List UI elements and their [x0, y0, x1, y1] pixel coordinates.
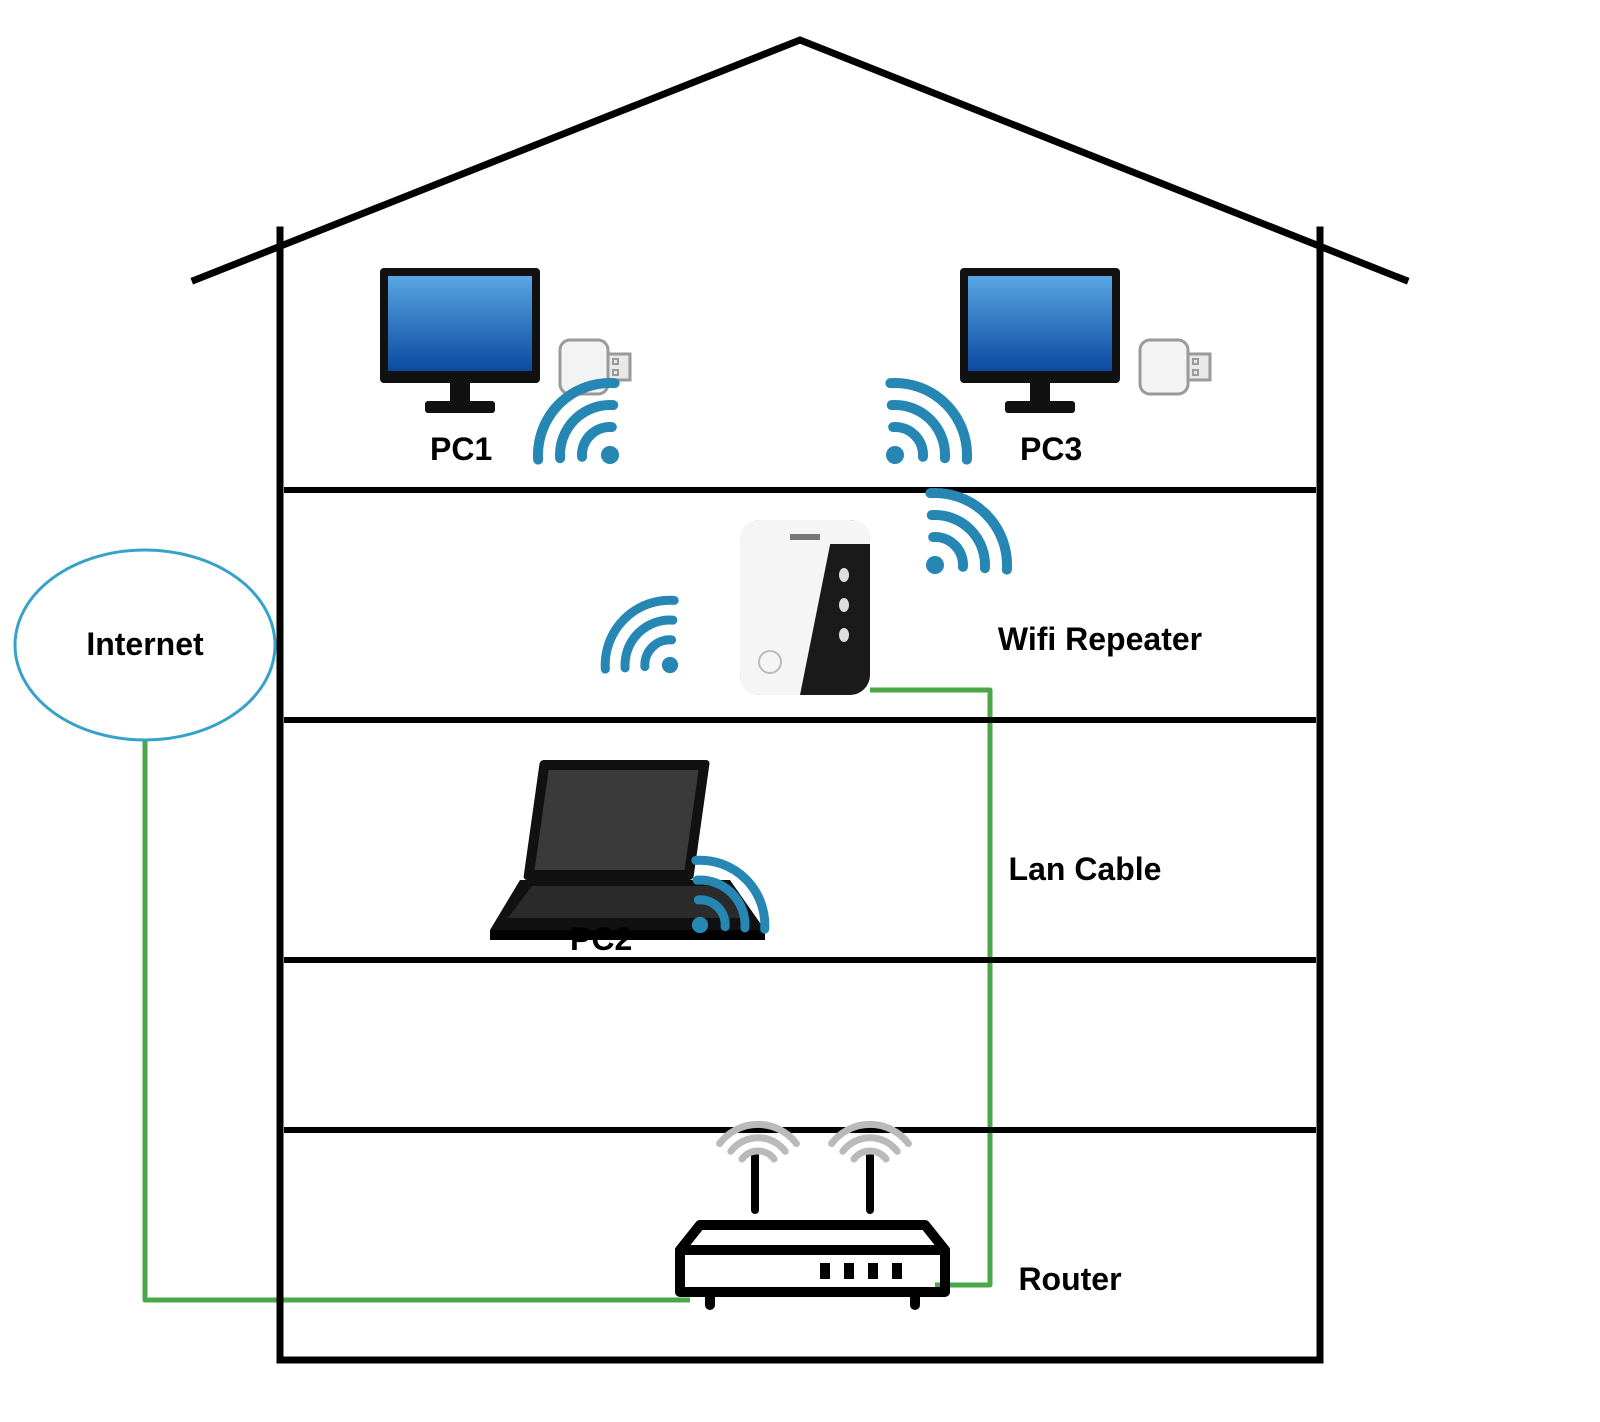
pc1-monitor-icon — [380, 268, 540, 413]
pc3-monitor-icon — [960, 268, 1120, 413]
floor-pc2: PC2 Lan Cable — [490, 760, 1161, 957]
pc2-label: PC2 — [570, 921, 632, 957]
router-icon — [680, 1155, 945, 1305]
pc3-label: PC3 — [1020, 431, 1082, 467]
pc1-label: PC1 — [430, 431, 492, 467]
floor-router: Router — [680, 1124, 1122, 1305]
house-outline — [195, 40, 1405, 1360]
wifi-signal-3-icon — [590, 585, 710, 705]
router-label: Router — [1018, 1261, 1121, 1297]
pc3-usb-dongle-icon — [1140, 340, 1210, 394]
floor-repeater: Wifi Repeater — [740, 520, 1202, 695]
wifi-repeater-label: Wifi Repeater — [998, 621, 1202, 657]
wifi-signal-1-icon — [521, 366, 655, 500]
wifi-signal-4-icon — [890, 476, 1024, 610]
lan-cable — [870, 690, 990, 1285]
lan-cable-label: Lan Cable — [1009, 851, 1162, 887]
internet-label: Internet — [86, 626, 204, 662]
wifi-repeater-icon — [740, 520, 870, 695]
floor-top: PC1 PC3 — [380, 268, 1210, 467]
internet-cloud: Internet — [15, 550, 275, 740]
wifi-signal-2-icon — [850, 366, 984, 500]
